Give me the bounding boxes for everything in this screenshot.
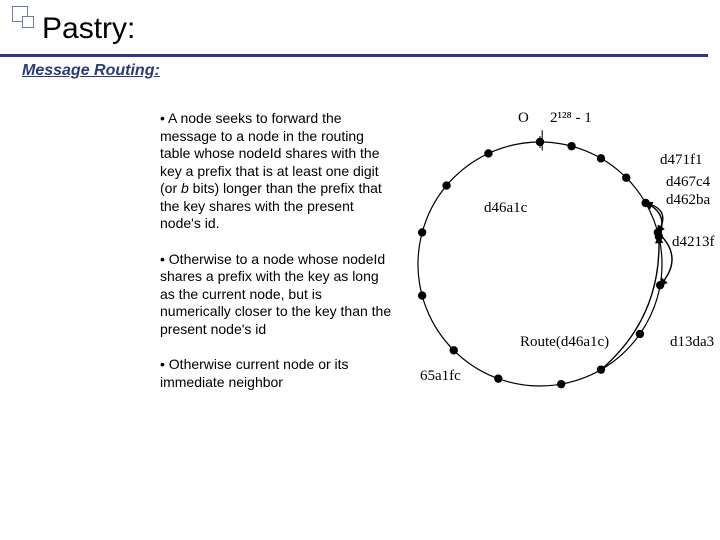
label-start: 65a1fc xyxy=(420,368,461,385)
bullet-2: • Otherwise to a node whose nodeId share… xyxy=(160,251,395,339)
bullet-3: • Otherwise current node or its immediat… xyxy=(160,356,395,391)
bullet-1: • A node seeks to forward the message to… xyxy=(160,110,395,233)
corner-square-2 xyxy=(22,16,34,28)
bullet-1c: bits) longer than the prefix that the ke… xyxy=(160,180,382,231)
label-route: Route(d46a1c) xyxy=(520,334,609,351)
label-d471f1: d471f1 xyxy=(660,152,703,169)
label-origin-o: O xyxy=(518,110,529,127)
ring-diagram: O 2¹²⁸ - 1 | d471f1 d467c4 d462ba d46a1c… xyxy=(400,104,710,434)
bullet-list: • A node seeks to forward the message to… xyxy=(160,110,395,409)
label-d13da3: d13da3 xyxy=(670,334,714,351)
bullet-1-ital: b xyxy=(181,180,189,196)
label-top-val: 2¹²⁸ - 1 xyxy=(550,110,592,127)
label-d467c4: d467c4 xyxy=(666,174,710,191)
slide-subtitle: Message Routing: xyxy=(22,62,160,80)
slide-title: Pastry: xyxy=(42,12,135,46)
label-top-sep: | xyxy=(540,126,544,152)
label-d4213f: d4213f xyxy=(672,234,715,251)
label-d46a1c: d46a1c xyxy=(484,200,527,217)
label-d462ba: d462ba xyxy=(666,192,710,209)
title-rule xyxy=(0,54,708,57)
